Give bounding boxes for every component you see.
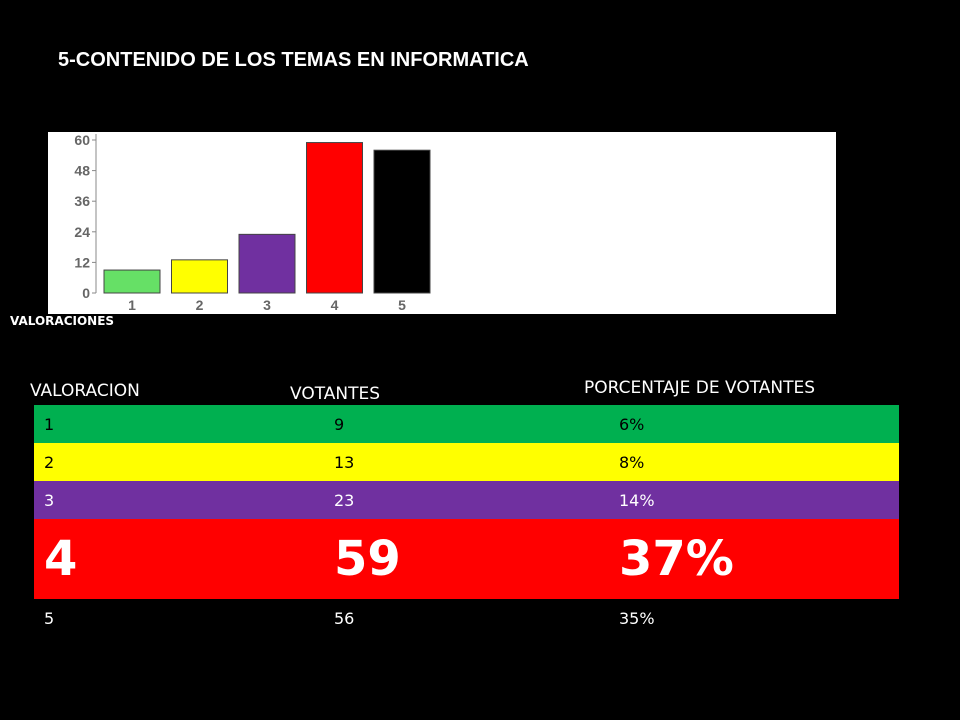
y-tick-label: 12 xyxy=(74,254,90,270)
x-tick-label: 5 xyxy=(398,297,406,313)
header-votantes: VOTANTES xyxy=(290,384,381,404)
bar-5 xyxy=(373,149,431,294)
y-tick-label: 36 xyxy=(74,193,90,209)
cell-porcentaje: 8% xyxy=(619,452,645,472)
cell-votantes: 23 xyxy=(334,490,355,510)
cell-valoracion: 2 xyxy=(44,452,55,472)
bar-3 xyxy=(238,233,296,294)
chart-x-label: VALORACIONES xyxy=(10,314,115,328)
x-tick-label: 1 xyxy=(128,297,136,313)
cell-valoracion: 1 xyxy=(44,414,55,434)
table-row: 5 56 35% xyxy=(34,599,899,637)
table-row: 2 13 8% xyxy=(34,443,899,481)
y-tick-label: 48 xyxy=(74,163,90,179)
cell-valoracion: 3 xyxy=(44,490,55,510)
cell-porcentaje: 37% xyxy=(619,531,734,587)
cell-votantes: 13 xyxy=(334,452,355,472)
bar-4 xyxy=(306,142,363,294)
y-tick-label: 24 xyxy=(74,224,90,240)
table-row: 1 9 6% xyxy=(34,405,899,443)
results-table: 1 9 6% 2 13 8% 3 23 14% 4 59 37% 5 56 35% xyxy=(34,405,899,637)
cell-votantes: 59 xyxy=(334,531,401,587)
x-tick-label: 4 xyxy=(331,297,339,313)
y-tick-label: 0 xyxy=(82,285,90,301)
y-tick-label: 60 xyxy=(74,132,90,148)
cell-votantes: 9 xyxy=(334,414,345,434)
cell-porcentaje: 14% xyxy=(619,490,655,510)
chart-background xyxy=(48,132,836,314)
bar-2 xyxy=(171,259,228,294)
cell-votantes: 56 xyxy=(334,608,355,628)
header-porcentaje: PORCENTAJE DE VOTANTES xyxy=(584,378,816,398)
cell-porcentaje: 35% xyxy=(619,608,655,628)
header-valoracion: VALORACION xyxy=(30,381,140,401)
cell-valoracion: 4 xyxy=(44,531,78,587)
x-tick-label: 3 xyxy=(263,297,271,313)
table-row: 3 23 14% xyxy=(34,481,899,519)
bar-1 xyxy=(103,269,161,294)
page-title: 5-CONTENIDO DE LOS TEMAS EN INFORMATICA xyxy=(58,49,529,71)
cell-porcentaje: 6% xyxy=(619,414,645,434)
cell-valoracion: 5 xyxy=(44,608,55,628)
table-row: 4 59 37% xyxy=(34,519,899,599)
x-tick-label: 2 xyxy=(196,297,204,313)
